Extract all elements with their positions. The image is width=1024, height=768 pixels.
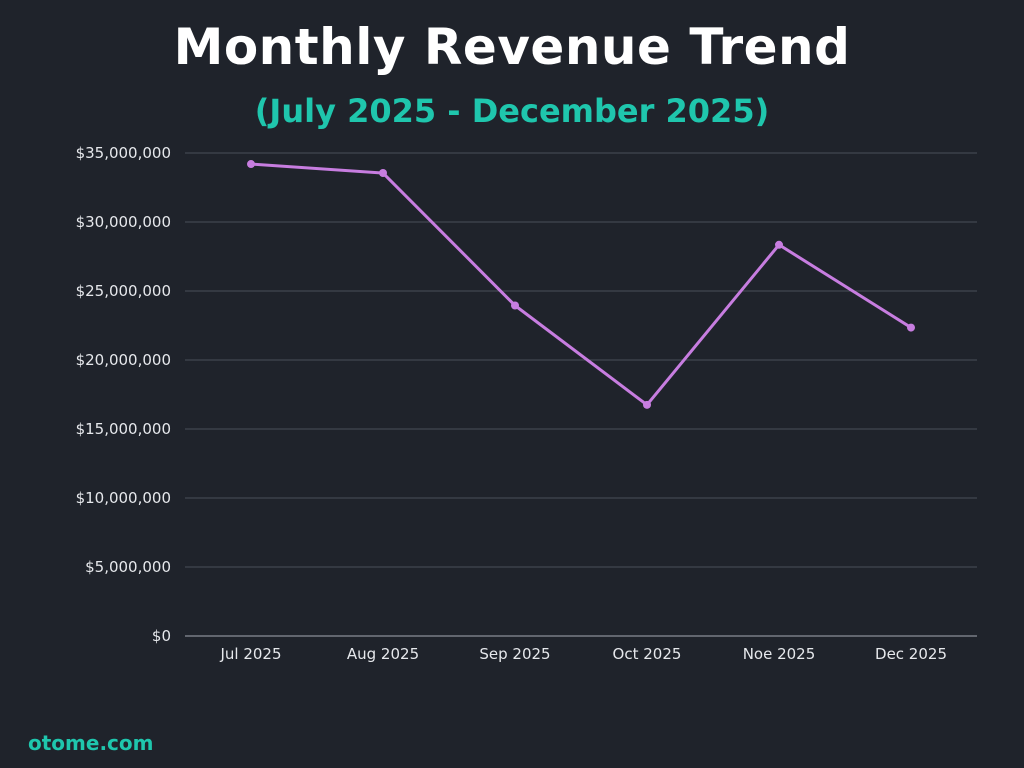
y-tick-label: $25,000,000 — [76, 282, 171, 300]
y-tick-label: $15,000,000 — [76, 420, 171, 438]
x-tick-label: Jul 2025 — [219, 645, 281, 663]
data-point — [643, 400, 651, 409]
series-revenue — [247, 160, 915, 409]
chart-title: Monthly Revenue Trend — [173, 18, 851, 76]
x-tick-label: Sep 2025 — [479, 645, 550, 663]
x-tick-label: Oct 2025 — [613, 645, 682, 663]
y-tick-labels: $0 $5,000,000 $10,000,000 $15,000,000 $20,00… — [76, 144, 171, 645]
chart-subtitle: (July 2025 - December 2025) — [254, 92, 770, 130]
y-tick-label: $5,000,000 — [85, 558, 171, 576]
brand-watermark: otome.com — [28, 731, 154, 755]
data-point — [511, 301, 519, 310]
x-tick-label: Dec 2025 — [875, 645, 947, 663]
data-point — [379, 169, 387, 178]
x-tick-label: Noe 2025 — [743, 645, 816, 663]
y-tick-label: $20,000,000 — [76, 351, 171, 369]
data-point — [247, 160, 255, 169]
y-tick-label: $30,000,000 — [76, 213, 171, 231]
x-tick-labels: Jul 2025 Aug 2025 Sep 2025 Oct 2025 Noe 2025… — [219, 645, 947, 663]
gridlines — [185, 152, 977, 568]
data-point — [775, 240, 783, 249]
y-tick-label: $10,000,000 — [76, 489, 171, 507]
series-line — [249, 162, 913, 407]
y-tick-label: $35,000,000 — [76, 144, 171, 162]
y-tick-label: $0 — [152, 627, 171, 645]
x-tick-label: Aug 2025 — [347, 645, 419, 663]
data-point — [907, 323, 915, 332]
